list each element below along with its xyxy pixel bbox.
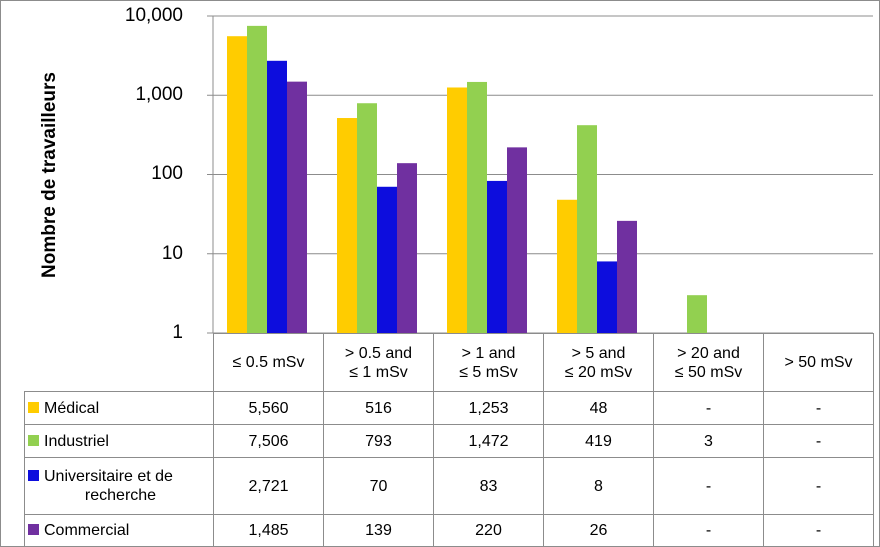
bar [287,81,307,333]
legend-swatch [28,524,39,535]
legend-entry-industriel: Industriel [24,424,214,458]
bar [487,180,507,333]
y-tick-label: 1,000 [135,84,183,105]
category-label: > 20 and ≤ 50 mSv [653,333,764,392]
data-label: 1,472 [433,424,544,458]
data-label: 1,485 [213,514,324,547]
data-label: 7,506 [213,424,324,458]
data-label: 83 [433,457,544,515]
legend-swatch [28,470,39,481]
bar [267,60,287,334]
bar [247,25,267,333]
legend-entry-commercial: Commercial [24,514,214,547]
bar [577,125,597,333]
data-label: 8 [543,457,654,515]
data-label: 48 [543,391,654,425]
bar [687,295,707,333]
data-label: 516 [323,391,434,425]
bar [557,199,577,333]
bar [447,87,467,333]
legend-swatch [28,434,39,446]
data-label: - [653,391,764,425]
y-tick-label: 100 [151,163,183,184]
data-label: 70 [323,457,434,515]
data-label: - [763,424,874,458]
table-row: Industriel 7,506 793 1,472 419 3 - [24,424,874,458]
data-label: - [763,391,874,425]
bar [597,261,617,333]
data-label: 3 [653,424,764,458]
table-corner [24,333,214,392]
bar [467,81,487,334]
data-label: 2,721 [213,457,324,515]
data-label: 793 [323,424,434,458]
category-label: ≤ 0.5 mSv [213,333,324,392]
data-label: 26 [543,514,654,547]
legend-swatch [28,401,39,413]
data-label: - [653,457,764,515]
legend-entry-medical: Médical [24,391,214,425]
category-label: > 5 and ≤ 20 mSv [543,333,654,392]
data-label: - [763,514,874,547]
data-label: - [763,457,874,515]
category-label: > 1 and ≤ 5 mSv [433,333,544,392]
table-row: Universitaire et de recherche 2,721 70 83… [24,457,874,515]
bar [227,36,247,334]
data-label: - [653,514,764,547]
data-label: 139 [323,514,434,547]
y-tick-label: 10,000 [124,5,183,26]
table-row: Commercial 1,485 139 220 26 - - [24,514,874,547]
category-header-row: ≤ 0.5 mSv > 0.5 and ≤ 1 mSv > 1 and ≤ 5 mS… [24,333,874,392]
y-axis-label: Nombre de travailleurs [39,72,60,278]
bar [397,163,417,333]
bar [357,103,377,333]
bar [507,147,527,333]
bar [337,118,357,333]
data-label: 1,253 [433,391,544,425]
category-label: > 0.5 and ≤ 1 mSv [323,333,434,392]
data-label: 220 [433,514,544,547]
bar [377,186,397,333]
bar [617,220,637,333]
table-row: Médical 5,560 516 1,253 48 - - [24,391,874,425]
legend-entry-universitaire: Universitaire et de recherche [24,457,214,515]
y-tick-label: 10 [161,243,183,264]
data-table: ≤ 0.5 mSv > 0.5 and ≤ 1 mSv > 1 and ≤ 5 mS… [24,333,874,547]
data-label: 419 [543,424,654,458]
y-tick-label: 1 [172,322,183,343]
data-label: 5,560 [213,391,324,425]
category-label: > 50 mSv [763,333,874,392]
